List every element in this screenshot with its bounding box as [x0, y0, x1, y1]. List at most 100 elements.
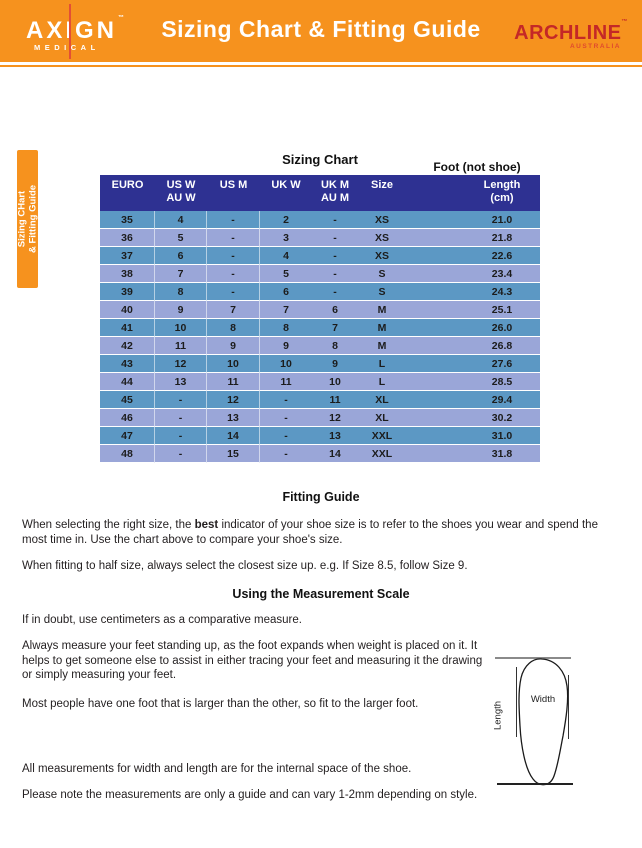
- table-cell: 10: [155, 319, 207, 337]
- table-cell: 11: [155, 337, 207, 355]
- table-cell: 6: [260, 283, 312, 301]
- table-cell: 10: [207, 355, 260, 373]
- table-cell: XS: [358, 247, 406, 265]
- table-cell: S: [358, 265, 406, 283]
- table-cell: XL: [358, 391, 406, 409]
- table-cell-spacer: [406, 445, 464, 463]
- table-cell-spacer: [406, 427, 464, 445]
- table-cell: 28.5: [464, 373, 540, 391]
- table-cell: 9: [260, 337, 312, 355]
- diagram-bottom-line: [497, 783, 573, 785]
- table-cell: 8: [312, 337, 358, 355]
- table-cell: 35: [100, 211, 155, 229]
- table-cell: 21.8: [464, 229, 540, 247]
- table-row: 35 4-2- XS 21.0: [100, 211, 540, 229]
- table-cell: 10: [312, 373, 358, 391]
- table-cell: -: [207, 283, 260, 301]
- table-cell: -: [155, 409, 207, 427]
- table-row: 45-12-11 XL 29.4: [100, 391, 540, 409]
- table-row: 37 6-4- XS 22.6: [100, 247, 540, 265]
- col-header-uk-w: UK W: [260, 175, 312, 211]
- fitting-guide-paragraph-1: When selecting the right size, the best …: [22, 519, 598, 546]
- table-cell: 13: [312, 427, 358, 445]
- table-cell: XXL: [358, 427, 406, 445]
- diagram-top-line: [495, 657, 571, 659]
- trademark-symbol: ™: [118, 15, 128, 21]
- table-cell: XS: [358, 211, 406, 229]
- col-header-us-m: US M: [207, 175, 260, 211]
- table-cell: 15: [207, 445, 260, 463]
- side-tab-sizing-chart: Sizing CHart & Fitting Guide: [16, 150, 38, 288]
- bold-word: best: [194, 519, 219, 531]
- table-cell-spacer: [406, 337, 464, 355]
- table-cell: L: [358, 355, 406, 373]
- table-cell: 5: [155, 229, 207, 247]
- table-cell: M: [358, 337, 406, 355]
- table-cell: -: [207, 229, 260, 247]
- table-row: 46-13-12 XL 30.2: [100, 409, 540, 427]
- table-cell: -: [260, 409, 312, 427]
- table-cell: 6: [155, 247, 207, 265]
- foot-not-shoe-note: Foot (not shoe): [433, 160, 521, 174]
- table-row: 44 13 11 11 10 L 28.5: [100, 373, 540, 391]
- table-cell: -: [155, 391, 207, 409]
- table-cell: 2: [260, 211, 312, 229]
- table-cell: 26.0: [464, 319, 540, 337]
- fitting-guide-heading: Fitting Guide: [282, 490, 360, 504]
- table-cell: M: [358, 301, 406, 319]
- diagram-width-label: Width: [530, 694, 556, 705]
- table-cell: 31.0: [464, 427, 540, 445]
- table-cell: 47: [100, 427, 155, 445]
- table-cell-spacer: [406, 373, 464, 391]
- table-cell: -: [312, 265, 358, 283]
- table-cell: -: [260, 391, 312, 409]
- table-cell: 14: [207, 427, 260, 445]
- diagram-length-line: [516, 667, 517, 737]
- table-cell: 14: [312, 445, 358, 463]
- table-cell: 4: [155, 211, 207, 229]
- col-header-spacer: [406, 175, 464, 211]
- table-cell: 4: [260, 247, 312, 265]
- archline-logo: ARCHLINE™ AUSTRALIA: [503, 19, 628, 50]
- axign-logo-subtext: MEDICAL: [34, 43, 100, 52]
- col-header-us-w: US W AU W: [155, 175, 207, 211]
- table-cell: 41: [100, 319, 155, 337]
- table-row: 43 12 10 10 9 L 27.6: [100, 355, 540, 373]
- col-header-size: Size: [358, 175, 406, 211]
- table-cell-spacer: [406, 391, 464, 409]
- axign-logo: AXIGN™ MEDICAL: [26, 4, 136, 59]
- table-cell: 13: [155, 373, 207, 391]
- table-cell: 6: [312, 301, 358, 319]
- table-cell: 29.4: [464, 391, 540, 409]
- table-cell: -: [155, 427, 207, 445]
- table-cell: -: [207, 247, 260, 265]
- table-cell: 9: [312, 355, 358, 373]
- table-cell: 45: [100, 391, 155, 409]
- sizing-chart-title: Sizing Chart: [282, 152, 358, 167]
- page-title: Sizing Chart & Fitting Guide: [161, 16, 481, 42]
- table-row: 48-15-14 XXL 31.8: [100, 445, 540, 463]
- archline-logo-text: ARCHLINE™: [514, 19, 628, 44]
- diagram-width-line: [568, 675, 569, 739]
- table-cell-spacer: [406, 319, 464, 337]
- table-cell: -: [207, 211, 260, 229]
- diagram-length-label: Length: [492, 700, 504, 731]
- table-cell: 12: [207, 391, 260, 409]
- table-cell-spacer: [406, 355, 464, 373]
- table-cell: 10: [260, 355, 312, 373]
- table-row: 47-14-13 XXL 31.0: [100, 427, 540, 445]
- table-header-row: EURO US W AU W US M UK W UK M AU M Size Le…: [100, 175, 540, 211]
- table-cell: 9: [207, 337, 260, 355]
- table-row: 38 7-5- S 23.4: [100, 265, 540, 283]
- table-cell: 13: [207, 409, 260, 427]
- table-cell: -: [155, 445, 207, 463]
- col-header-uk-m: UK M AU M: [312, 175, 358, 211]
- table-row: 42 11 9 9 8 M 26.8: [100, 337, 540, 355]
- table-cell: 42: [100, 337, 155, 355]
- header-divider: [0, 65, 642, 67]
- measurement-paragraph-3: Most people have one foot that is larger…: [22, 698, 419, 710]
- measurement-paragraph-1: If in doubt, use centimeters as a compar…: [22, 614, 302, 626]
- table-row: 40 9 7 7 6 M 25.1: [100, 301, 540, 319]
- table-cell: XXL: [358, 445, 406, 463]
- table-cell: 11: [260, 373, 312, 391]
